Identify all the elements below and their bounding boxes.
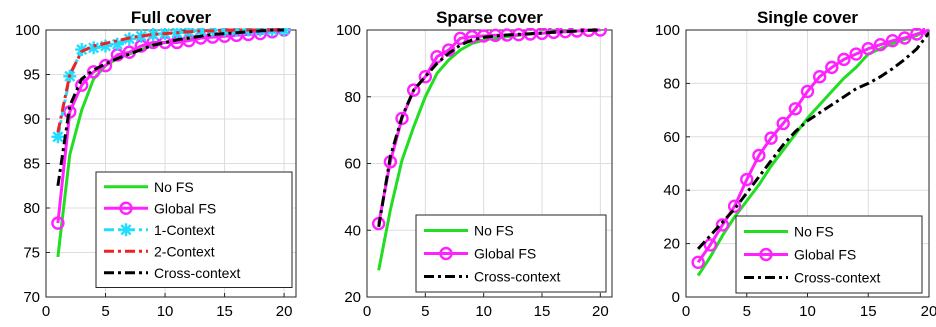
legend: No FS Global FS 1-Context 2-Context Cross-co… (95, 171, 293, 288)
legend-label-global-fs: Global FS (474, 246, 536, 262)
data-point-global-fs (86, 65, 101, 79)
x-tick-label: 0 (682, 303, 690, 320)
y-tick-label: 80 (23, 200, 40, 217)
y-tick-label: 95 (23, 67, 40, 84)
series-layer (51, 28, 291, 258)
data-point-global-fs (430, 50, 444, 64)
x-tick-label: 20 (921, 303, 936, 320)
data-point-global-fs (837, 52, 851, 67)
x-tick-label: 20 (592, 303, 609, 320)
chart-single-cover: 0 5 10 15 20 0 20 40 60 80 100 Single cover No FS Glo… (655, 8, 936, 320)
data-point-global-fs (752, 148, 766, 163)
x-tick-label: 20 (276, 303, 293, 320)
series-line-cross-context (56, 28, 285, 187)
chart-title: Single cover (757, 8, 858, 27)
data-point-global-fs (849, 47, 863, 61)
data-point-1-context (75, 43, 89, 57)
data-point-global-fs (885, 33, 900, 48)
data-point-global-fs (861, 41, 875, 56)
x-tick-label: 10 (475, 303, 492, 320)
x-tick-label: 0 (363, 303, 371, 320)
x-tick-label: 5 (101, 303, 109, 320)
data-point-global-fs (776, 116, 790, 131)
chart-title: Sparse cover (436, 8, 543, 27)
data-point-1-context (99, 39, 113, 53)
legend: No FS Global FS Cross-context (415, 214, 607, 293)
legend-label-1-context: 1-Context (154, 222, 215, 238)
data-point-global-fs (395, 111, 409, 126)
chart-sparse-cover: 0 5 10 15 20 20 40 60 80 100 Sparse cover No FS Glob… (336, 8, 613, 320)
data-point-global-fs (788, 102, 803, 116)
series-line-cross-context (377, 28, 601, 228)
data-point-global-fs (418, 70, 433, 84)
data-point-global-fs (703, 238, 717, 252)
y-tick-label: 80 (663, 75, 680, 92)
x-tick-label: 15 (534, 303, 551, 320)
y-tick-label: 20 (344, 289, 361, 306)
series-layer (371, 28, 608, 271)
y-tick-label: 60 (344, 156, 361, 173)
x-tick-label: 5 (421, 303, 429, 320)
legend-label-global-fs: Global FS (794, 247, 856, 263)
legend-label-no-fs: No FS (794, 224, 834, 240)
legend-label-cross-context: Cross-context (154, 265, 240, 281)
y-tick-label: 40 (663, 182, 680, 199)
y-tick-label: 100 (336, 22, 361, 39)
data-point-global-fs (910, 28, 924, 41)
data-point-global-fs (812, 70, 827, 84)
legend: No FS Global FS Cross-context (735, 215, 923, 294)
data-point-global-fs (691, 255, 705, 269)
data-point-global-fs (51, 216, 65, 230)
legend-label-cross-context: Cross-context (474, 269, 560, 285)
series-line-no-fs (696, 28, 929, 277)
series-line-cross-context (696, 31, 929, 250)
legend-marker-global-fs (759, 247, 773, 262)
x-tick-label: 10 (157, 303, 174, 320)
legend-marker-global-fs (119, 201, 133, 215)
data-point-1-context (51, 130, 65, 144)
legend-label-no-fs: No FS (474, 223, 514, 239)
legend-label-2-context: 2-Context (154, 243, 215, 259)
y-tick-label: 90 (23, 111, 40, 128)
x-tick-label: 10 (799, 303, 816, 320)
y-tick-label: 85 (23, 156, 40, 173)
data-point-global-fs (406, 83, 421, 97)
legend-marker-1-context (119, 223, 133, 237)
y-tick-label: 70 (23, 289, 40, 306)
data-point-global-fs (800, 84, 815, 99)
data-point-global-fs (873, 37, 888, 52)
y-tick-label: 75 (23, 245, 40, 262)
x-tick-label: 5 (743, 303, 751, 320)
x-tick-label: 15 (216, 303, 233, 320)
y-tick-label: 80 (344, 89, 361, 106)
x-tick-label: 15 (860, 303, 877, 320)
y-tick-label: 60 (663, 129, 680, 146)
legend-marker-global-fs (439, 246, 453, 261)
legend-label-no-fs: No FS (154, 179, 194, 195)
data-point-global-fs (740, 172, 754, 187)
legend-label-cross-context: Cross-context (794, 270, 880, 286)
data-point-global-fs (825, 60, 839, 75)
legend-label-global-fs: Global FS (154, 200, 216, 216)
data-point-global-fs (441, 43, 456, 57)
data-point-global-fs (727, 199, 742, 213)
y-tick-label: 40 (344, 222, 361, 239)
data-point-global-fs (922, 28, 929, 37)
x-tick-label: 0 (42, 303, 50, 320)
series-layer (691, 28, 929, 277)
chart-full-cover: 0 5 10 15 20 70 75 80 85 90 95 100 Full cover No FS Gl… (15, 8, 297, 320)
data-point-global-fs (898, 31, 912, 45)
y-tick-label: 100 (655, 22, 680, 39)
data-point-global-fs (715, 218, 730, 232)
series-line-2-context (56, 28, 285, 133)
chart-title: Full cover (131, 8, 212, 27)
data-point-global-fs (764, 131, 778, 145)
y-tick-label: 0 (672, 289, 680, 306)
y-tick-label: 100 (15, 22, 40, 39)
y-tick-label: 20 (663, 236, 680, 253)
